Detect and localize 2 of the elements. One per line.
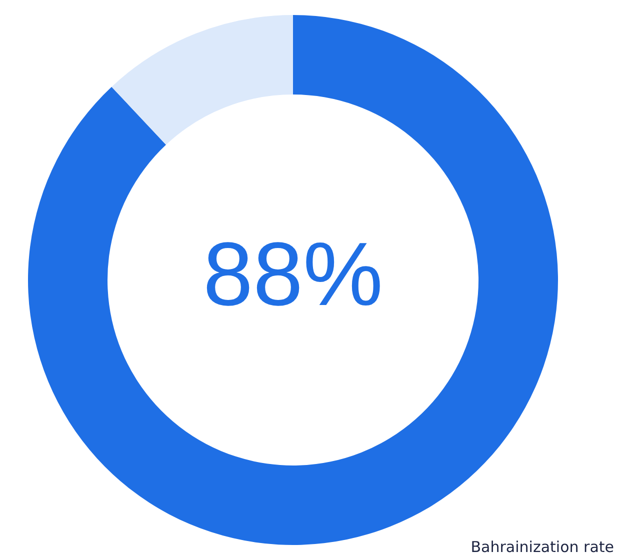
text: Bahrainization rate	[470, 538, 614, 556]
data-label: 88%	[202, 224, 384, 325]
